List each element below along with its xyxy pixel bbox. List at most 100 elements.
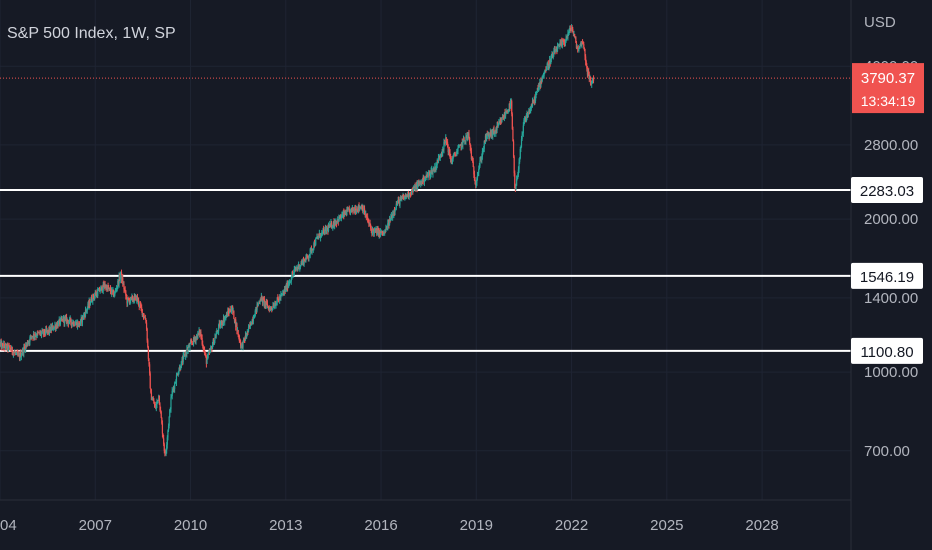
candle-body: [3, 343, 5, 348]
candle-body: [80, 317, 82, 320]
candle-body: [55, 325, 57, 329]
candle-body: [416, 184, 418, 190]
candle-body: [65, 316, 68, 323]
candle-body: [313, 243, 316, 247]
candle-body: [371, 228, 374, 234]
candle-body: [87, 303, 90, 306]
candle-body: [142, 313, 145, 317]
candle-body: [474, 180, 476, 185]
candle-body: [86, 310, 88, 312]
candle-body: [451, 159, 453, 162]
candle-body: [367, 220, 369, 223]
candle-body: [484, 141, 486, 143]
candle-body: [422, 176, 424, 183]
candle-body: [207, 355, 209, 360]
candle-body: [282, 292, 284, 294]
candle-body: [205, 356, 207, 364]
candle-body: [303, 259, 305, 265]
candle-body: [260, 296, 262, 301]
candle-body: [354, 208, 356, 212]
candle-body: [232, 306, 234, 311]
candle-body: [330, 222, 333, 228]
candle-body: [328, 226, 330, 228]
candle-body: [40, 332, 43, 335]
candle-body: [288, 283, 290, 285]
candle-body: [497, 125, 499, 126]
candle-body: [446, 141, 448, 143]
candle-body: [404, 196, 406, 199]
candle-body: [486, 133, 488, 140]
candle-body: [26, 342, 28, 345]
candle-body: [349, 210, 351, 214]
candle-body: [588, 75, 590, 80]
candle-body: [272, 305, 274, 309]
candle-body: [572, 31, 574, 35]
candle-body: [274, 304, 276, 307]
candle-body: [511, 101, 513, 115]
candle-body: [85, 310, 87, 311]
candle-body: [395, 203, 397, 209]
candle-body: [197, 332, 199, 339]
candle-body: [351, 208, 353, 210]
candle-body: [507, 109, 509, 113]
candle-body: [82, 316, 84, 319]
candle-body: [430, 171, 432, 175]
candle-body: [152, 399, 154, 401]
candle-body: [229, 309, 231, 314]
time-tick-label: 2013: [269, 517, 302, 534]
candle-body: [325, 227, 327, 232]
candle-body: [179, 366, 181, 370]
candle-body: [94, 293, 96, 296]
candle-body: [426, 175, 429, 177]
candle-body: [168, 416, 170, 426]
candle-body: [500, 120, 502, 122]
candle-body: [279, 296, 281, 301]
candle-body: [348, 208, 350, 210]
candle-body: [7, 344, 9, 350]
candle-body: [229, 309, 231, 312]
candle-body: [134, 296, 136, 297]
candle-body: [212, 340, 214, 346]
candle-body: [293, 269, 295, 272]
candle-body: [257, 302, 259, 306]
candle-body: [459, 144, 461, 146]
candle-body: [258, 301, 260, 303]
candle-body: [210, 347, 212, 350]
candle-body: [564, 42, 566, 44]
time-tick-label: 2016: [364, 517, 397, 534]
candle-body: [497, 124, 499, 126]
candle-body: [189, 343, 191, 348]
candle-body: [384, 231, 386, 233]
candle-body: [456, 151, 458, 153]
candle-body: [314, 244, 316, 247]
candle-body: [1, 343, 4, 345]
candle-body: [470, 151, 473, 159]
candle-body: [462, 139, 464, 146]
candle-body: [265, 301, 267, 305]
candle-body: [227, 311, 229, 313]
candle-body: [591, 81, 593, 84]
candle-body: [315, 238, 317, 240]
candle-body: [318, 233, 320, 236]
candle-body: [276, 297, 278, 303]
candle-body: [494, 130, 496, 134]
candle-body: [117, 280, 120, 285]
candle-body: [8, 345, 10, 347]
candle-body: [3, 343, 5, 347]
candle-body: [494, 130, 496, 133]
candle-body: [201, 338, 203, 345]
candle-body: [134, 295, 137, 297]
candle-body: [578, 46, 581, 49]
candle-body: [32, 333, 35, 338]
candle-body: [442, 149, 444, 150]
candle-body: [178, 370, 180, 374]
candle-body: [78, 322, 80, 327]
candle-body: [527, 112, 529, 118]
candle-body: [445, 137, 447, 142]
candle-body: [27, 342, 29, 345]
candle-body: [513, 156, 515, 174]
candle-body: [291, 274, 294, 276]
candle-body: [585, 61, 587, 66]
candle-body: [161, 423, 164, 434]
